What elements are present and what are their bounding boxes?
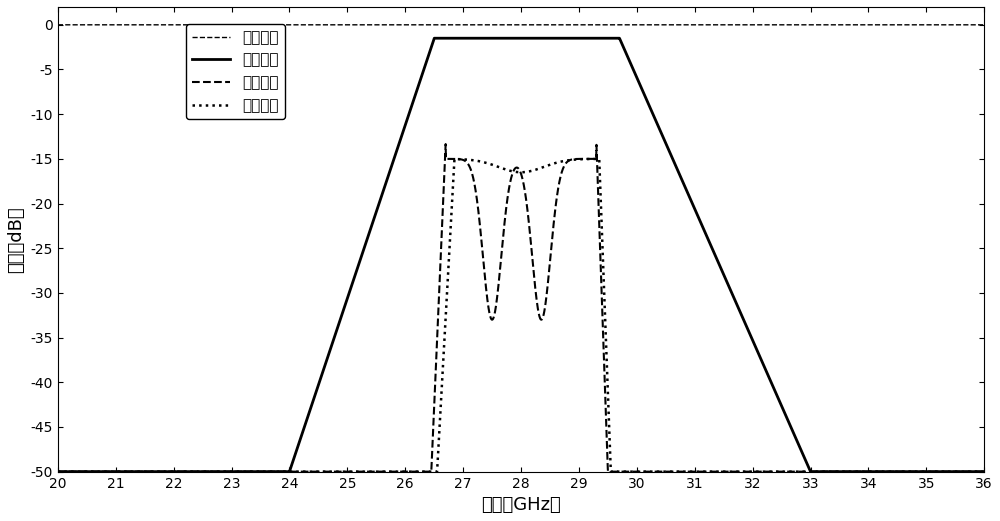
X-axis label: 频率（GHz）: 频率（GHz）	[481, 496, 561, 514]
天线效率	[52, 468, 64, 475]
天线效率	[950, 468, 962, 475]
后向互耦	[950, 468, 962, 475]
前向互耦	[52, 468, 64, 475]
Line: 前向互耦: 前向互耦	[58, 144, 984, 472]
天线效率	[492, 35, 504, 41]
端口反射	[52, 22, 64, 28]
端口反射	[725, 22, 737, 28]
前向互耦	[978, 468, 990, 475]
后向互耦	[52, 468, 64, 475]
后向互耦	[593, 156, 605, 162]
天线效率	[428, 35, 440, 41]
端口反射	[492, 22, 504, 28]
端口反射	[441, 22, 453, 28]
前向互耦	[725, 468, 737, 475]
Legend: 端口反射, 天线效率, 前向互耦, 后向互耦: 端口反射, 天线效率, 前向互耦, 后向互耦	[186, 24, 285, 119]
Line: 后向互耦: 后向互耦	[58, 159, 984, 472]
端口反射	[978, 22, 990, 28]
前向互耦	[492, 284, 504, 291]
端口反射	[904, 22, 916, 28]
天线效率	[449, 35, 461, 41]
天线效率	[904, 468, 916, 475]
前向互耦	[441, 156, 453, 162]
后向互耦	[448, 156, 460, 162]
天线效率	[978, 468, 990, 475]
天线效率	[725, 288, 737, 294]
前向互耦	[449, 156, 461, 162]
前向互耦	[950, 468, 962, 475]
后向互耦	[904, 468, 916, 475]
后向互耦	[725, 468, 737, 475]
前向互耦	[904, 468, 916, 475]
后向互耦	[441, 290, 453, 296]
天线效率	[441, 35, 453, 41]
前向互耦	[440, 141, 452, 147]
Y-axis label: 幅度（dB）: 幅度（dB）	[7, 206, 25, 272]
后向互耦	[978, 468, 990, 475]
端口反射	[950, 22, 962, 28]
后向互耦	[492, 164, 504, 170]
端口反射	[448, 22, 460, 28]
Line: 天线效率: 天线效率	[58, 38, 984, 472]
